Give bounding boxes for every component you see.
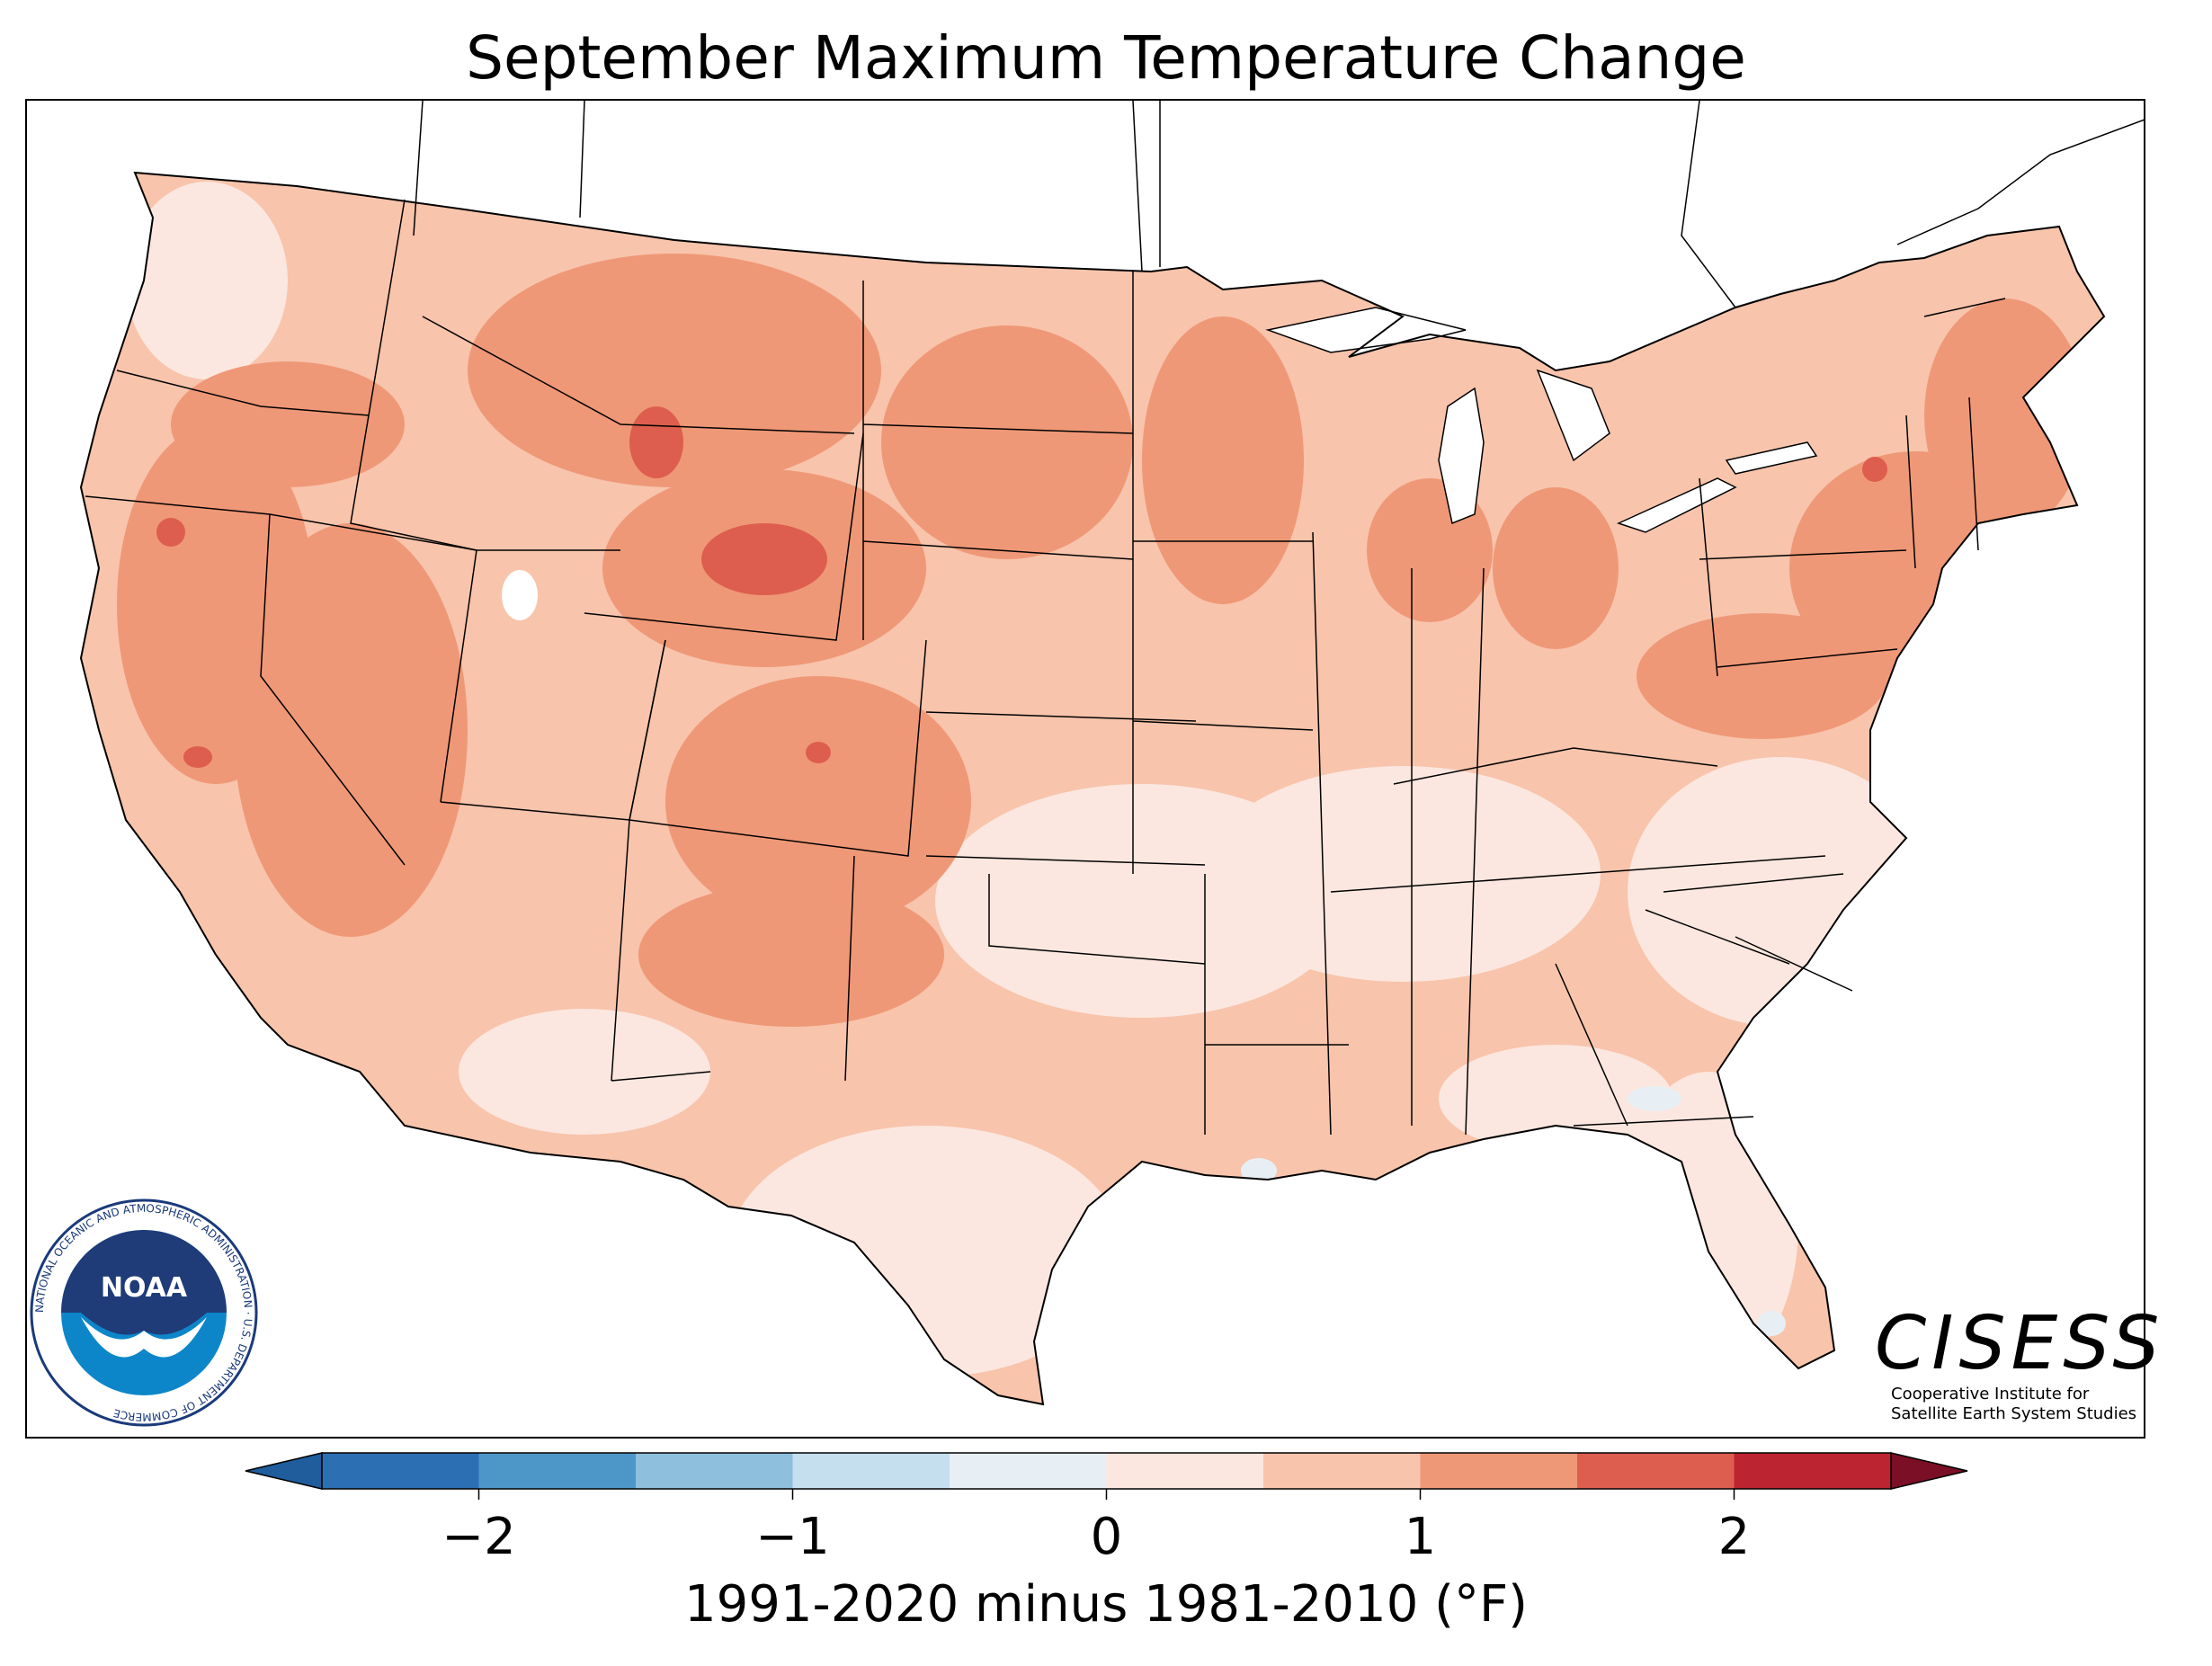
colorbar-bin [1106,1453,1264,1489]
colorbar-bin [1734,1453,1892,1489]
cisess-logo: CISESS Cooperative Institute for Satelli… [1875,1304,2163,1424]
border-line [1896,119,2144,245]
anomaly-patch [468,254,881,487]
map-panel [25,99,2145,1439]
anomaly-patch [1241,1158,1277,1183]
state-line [1132,272,1314,874]
anomaly-patch [665,676,971,928]
cisess-subtitle-line2: Satellite Earth System Studies [1891,1404,2137,1423]
colorbar-svg: −2 −1 0 1 2 [245,1452,1968,1566]
anomaly-patch [806,742,831,763]
lake-huron [1536,369,1610,462]
colorbar-bin [950,1453,1107,1489]
colorbar-tick-label: 0 [1091,1508,1123,1566]
state-line [988,874,1206,965]
colorbar-bin [322,1453,479,1489]
noaa-gull [81,1317,207,1358]
state-line [350,199,620,551]
international-borders [413,101,2144,308]
lake-superior [1265,307,1467,353]
anomaly-patch [881,325,1133,559]
anomaly-patch [1628,757,1933,1027]
colorbar-bin [1577,1453,1735,1489]
state-line [611,639,927,1082]
state-line [1905,298,2006,569]
noaa-sky [61,1230,227,1335]
anomaly-field [117,182,2086,1377]
anomaly-patch [171,361,405,487]
border-line [1681,101,1736,308]
colorbar-bin [636,1453,793,1489]
state-line [1312,531,1485,1136]
state-line [260,513,406,866]
colorbar: −2 −1 0 1 2 [0,1439,2212,1573]
colorbar-tick-label: 1 [1405,1508,1437,1566]
state-line [1555,909,1790,1127]
anomaly-patch [701,523,827,595]
noaa-emblem-icon: NATIONAL OCEANIC AND ATMOSPHERIC ADMINIS… [30,1198,258,1427]
anomaly-patch [126,182,288,379]
anomaly-patch [638,883,944,1027]
colorbar-tick-label: −1 [755,1508,830,1566]
border-line [413,101,424,236]
anomaly-patch [1205,766,1601,982]
noaa-logo: NATIONAL OCEANIC AND ATMOSPHERIC ADMINIS… [27,1196,261,1430]
colorbar-label: 1991-2020 minus 1981-2010 (°F) [683,1575,1529,1634]
state-line [1330,747,1826,893]
state-line [584,432,864,641]
anomaly-patch [728,1126,1124,1377]
colorbar-bin [478,1453,637,1489]
state-line [1699,477,1907,677]
anomaly-patch [1757,1311,1786,1336]
anomaly-patch [156,518,185,547]
anomaly-patch [1637,613,1888,739]
great-salt-lake [502,570,538,620]
lake-erie [1616,477,1737,533]
anomaly-patch [183,746,212,768]
cisess-wordmark: CISESS [1875,1301,2165,1386]
lake-ontario [1725,441,1818,475]
anomaly-patch [1924,298,2086,532]
conus-map [80,101,2144,1405]
cisess-subtitle-line1: Cooperative Institute for [1891,1385,2090,1403]
lake-michigan [1438,387,1485,525]
anomaly-patch [1628,1086,1681,1111]
state-line [862,281,1206,866]
colorbar-extend-low [245,1452,323,1490]
border-line [579,101,585,218]
state-line [611,855,855,1082]
anomaly-patch [629,406,683,478]
state-line [1204,874,1349,1135]
colorbar-extend-high [1890,1452,1968,1490]
colorbar-bin [792,1453,950,1489]
noaa-wordmark: NOAA [101,1272,188,1304]
anomaly-patch [1439,1045,1672,1153]
state-line [422,316,855,434]
state-line [116,370,370,416]
anomaly-patch [459,1009,710,1135]
map-title: September Maximum Temperature Change [466,23,1746,93]
colorbar-tick-label: −2 [442,1508,516,1566]
colorbar-bin [1420,1453,1578,1489]
anomaly-patch [1862,457,1887,482]
border-line [1132,101,1143,272]
state-boundaries [85,199,2006,1136]
colorbar-tick-label: 2 [1718,1508,1751,1566]
state-line [1663,873,1853,992]
anomaly-patch [1493,487,1619,649]
anomaly-patch [1142,316,1304,604]
great-lakes [1265,307,1818,533]
colorbar-bin [1263,1453,1421,1489]
